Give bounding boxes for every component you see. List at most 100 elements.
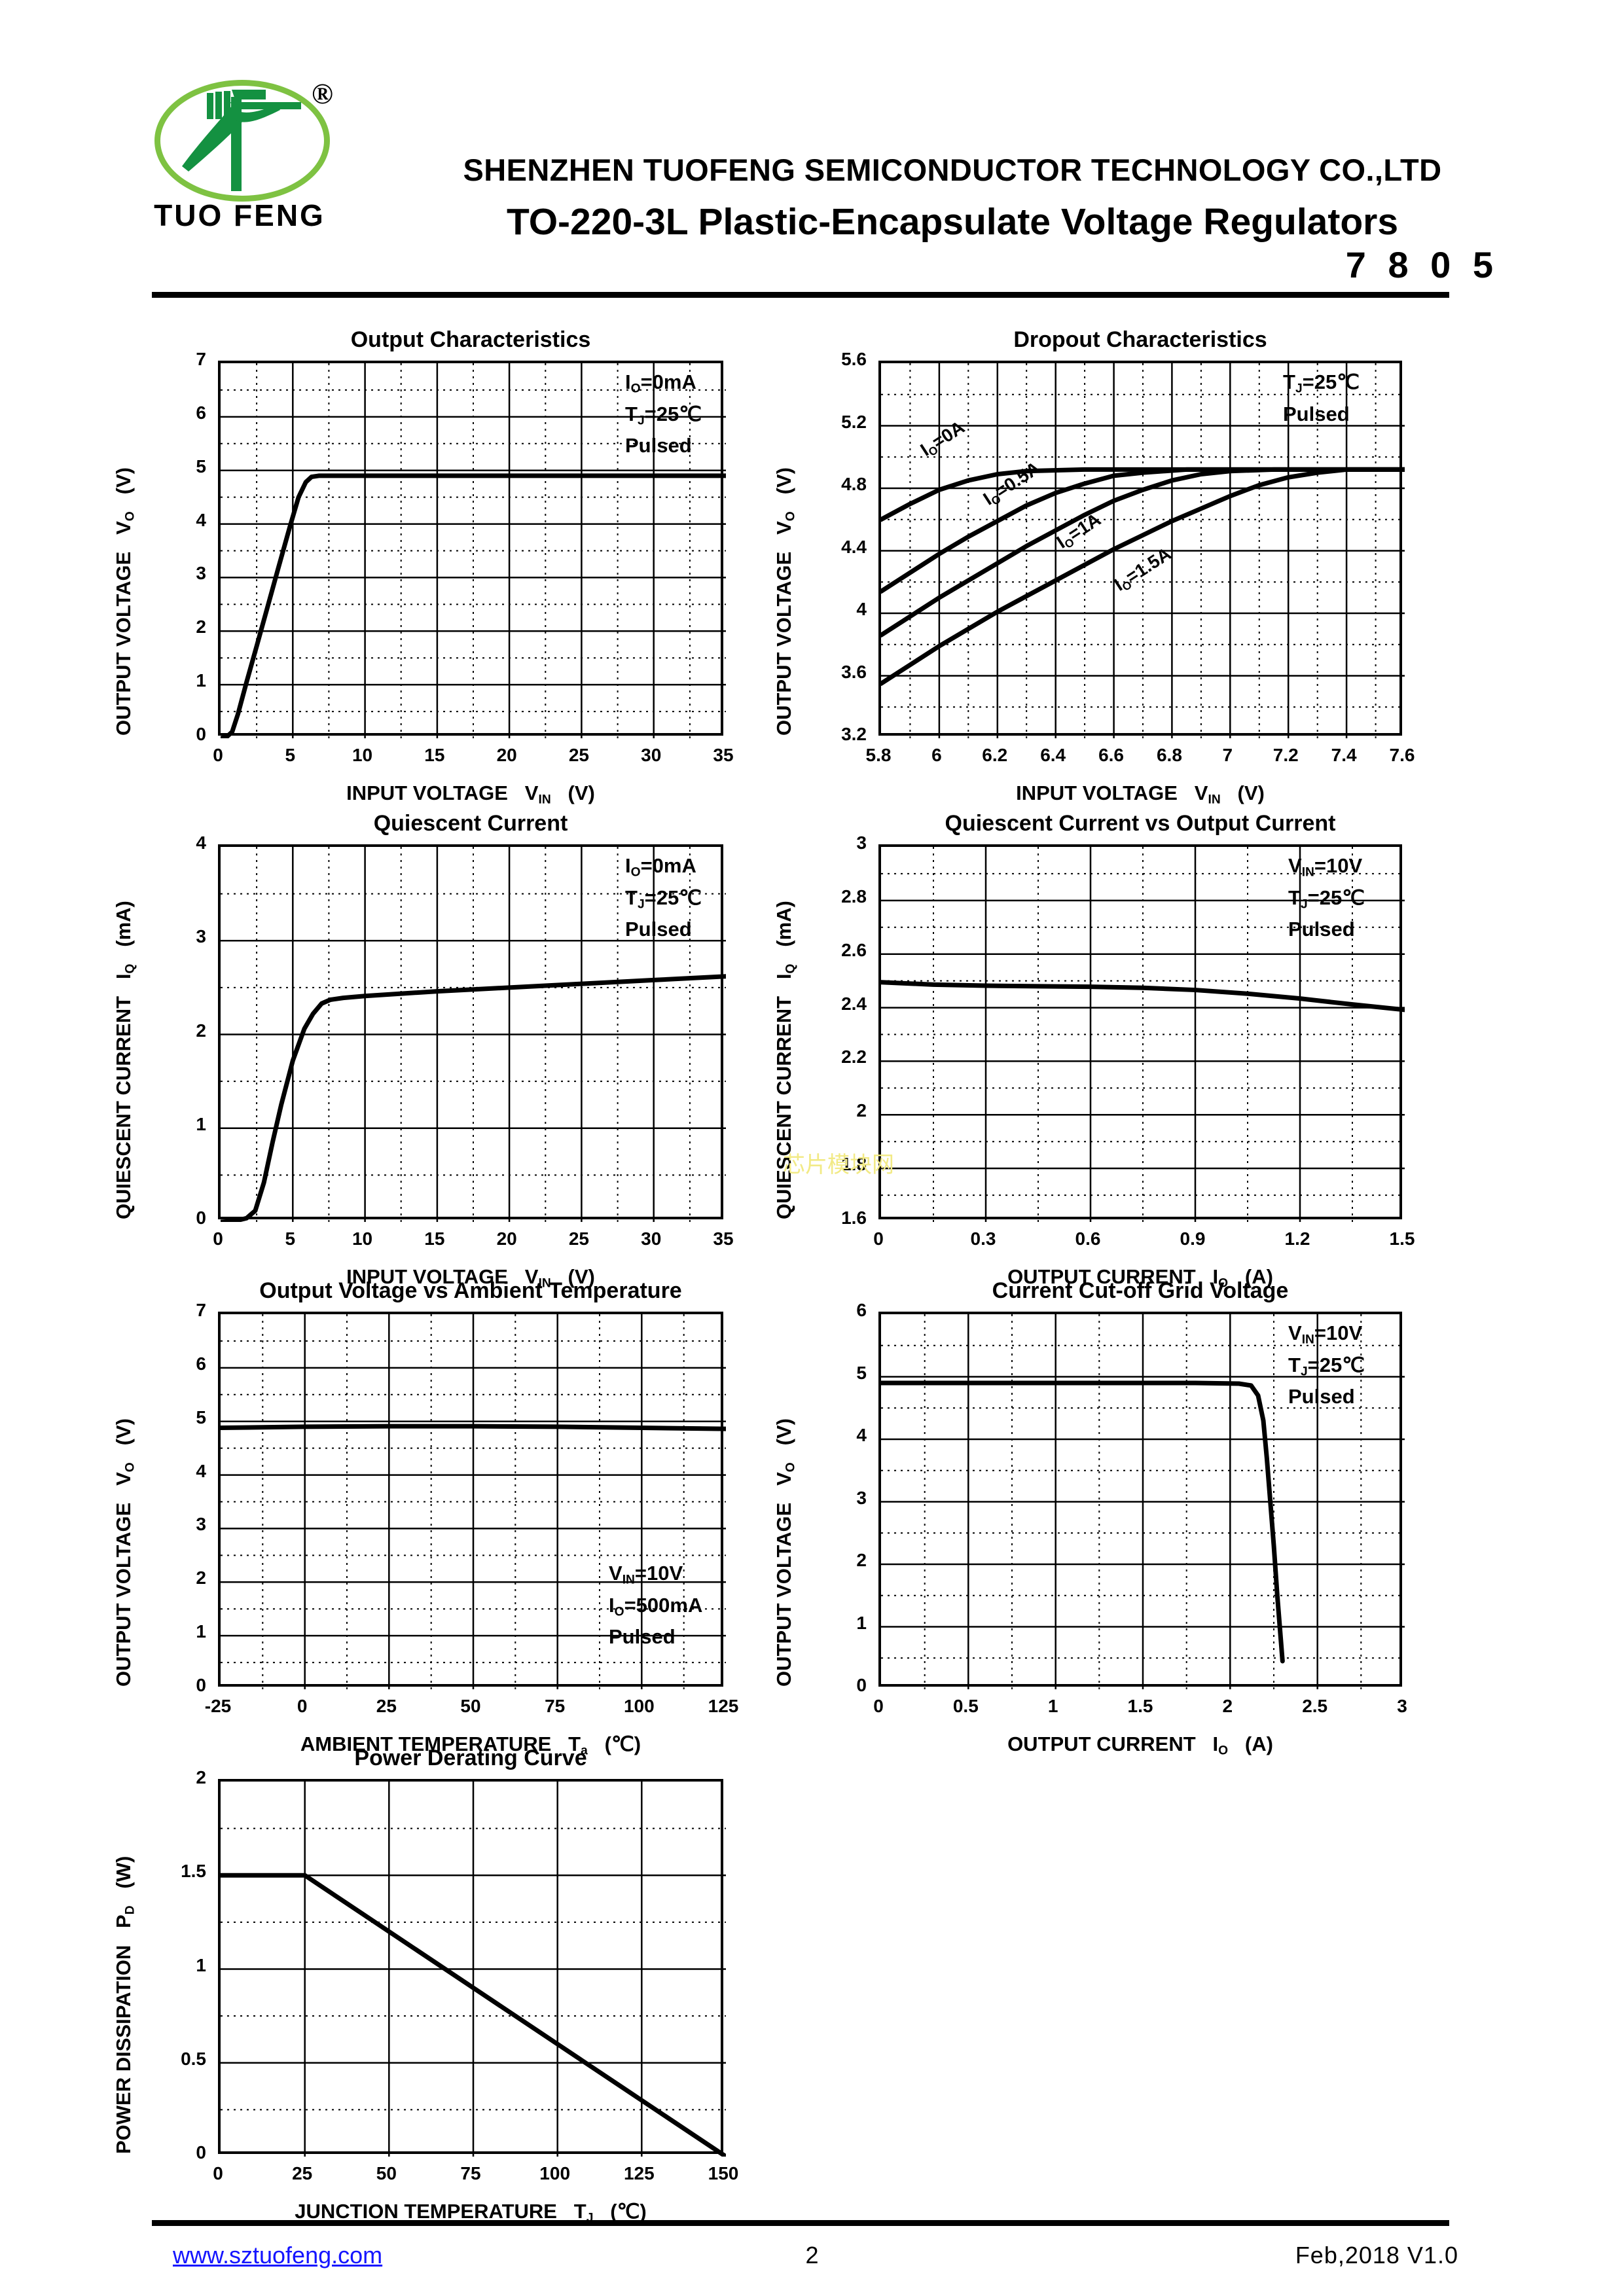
x-axis-tick: 0 [213, 1229, 223, 1249]
x-axis-tick: 0 [213, 745, 223, 765]
watermark-text: 芯片模块网 [783, 1153, 894, 1177]
x-axis-tick: 1.2 [1284, 1229, 1310, 1249]
annotation-line: VIN=10V [1288, 1321, 1363, 1347]
annotation-line: IO=0mA [625, 370, 696, 396]
x-axis-tick: 5 [285, 745, 296, 765]
y-axis-tick: 3 [196, 926, 206, 947]
y-axis-tick: 2 [196, 617, 206, 637]
plot-area [218, 361, 726, 738]
y-axis-tick: 1 [856, 1612, 867, 1633]
x-axis-tick: 35 [713, 1229, 734, 1249]
annotation-line: IO=0mA [625, 854, 696, 880]
y-axis-tick: 4 [196, 1460, 206, 1481]
logo-mark-icon [182, 90, 301, 191]
annotation-line: TJ=25℃ [1288, 1353, 1365, 1378]
x-axis-tick: 35 [713, 745, 734, 765]
y-axis-tick: 3 [196, 563, 206, 584]
x-axis-label: INPUT VOLTAGE VIN (V) [346, 1265, 595, 1291]
x-axis-tick: 25 [292, 2163, 313, 2183]
plot-area [218, 1779, 726, 2157]
header-divider [152, 292, 1449, 298]
x-axis-tick: 125 [708, 1696, 739, 1716]
chart-title: Quiescent Current [373, 811, 568, 836]
x-axis-tick: 20 [496, 1229, 517, 1249]
y-axis-tick: 2 [856, 1550, 867, 1570]
plot-area [218, 1312, 726, 1689]
y-axis-label: QUIESCENT CURRENT IQ (mA) [112, 901, 137, 1219]
y-axis-tick: 3.2 [841, 724, 867, 744]
y-axis-tick: 5.2 [841, 411, 867, 432]
y-axis-label: OUTPUT VOLTAGE VO (V) [112, 1418, 137, 1687]
footer-divider [152, 2220, 1449, 2226]
chart-title: Current Cut-off Grid Voltage [992, 1278, 1289, 1303]
company-name: SHENZHEN TUOFENG SEMICONDUCTOR TECHNOLOG… [463, 152, 1442, 187]
y-axis-tick: 7 [196, 349, 206, 369]
y-axis-tick: 6 [196, 1353, 206, 1374]
x-axis-tick: 7 [1222, 745, 1233, 765]
y-axis-tick: 2.2 [841, 1047, 867, 1067]
y-axis-tick: 0 [196, 724, 206, 744]
x-axis-tick: 7.2 [1272, 745, 1299, 765]
x-axis-tick: 125 [623, 2163, 655, 2183]
chart-title: Dropout Characteristics [1013, 327, 1267, 352]
x-axis-tick: 0 [213, 2163, 223, 2183]
y-axis-tick: 1.6 [841, 1208, 867, 1228]
y-axis-tick: 1 [196, 1113, 206, 1134]
y-axis-tick: 5 [196, 1407, 206, 1427]
y-axis-label: OUTPUT VOLTAGE VO (V) [772, 1418, 798, 1687]
x-axis-label: AMBIENT TEMPERATURE Ta (℃) [300, 1732, 641, 1758]
x-axis-tick: 1.5 [1127, 1696, 1153, 1716]
plot-area [878, 1312, 1405, 1689]
y-axis-tick: 7 [196, 1300, 206, 1320]
y-axis-tick: 4 [856, 1425, 867, 1445]
x-axis-tick: 15 [424, 745, 445, 765]
chart-annotations: TJ=25℃ Pulsed [1283, 367, 1360, 429]
x-axis-tick: -25 [204, 1696, 232, 1716]
x-axis-tick: 150 [708, 2163, 739, 2183]
y-axis-tick: 5 [856, 1362, 867, 1383]
y-axis-tick: 3 [856, 1487, 867, 1508]
y-axis-tick: 6 [856, 1300, 867, 1320]
annotation-line: TJ=25℃ [1288, 886, 1365, 911]
y-axis-tick: 3.6 [841, 661, 867, 682]
x-axis-label: JUNCTION TEMPERATURE TJ (℃) [295, 2200, 647, 2225]
annotation-line: TJ=25℃ [625, 886, 702, 911]
chart-title: Power Derating Curve [354, 1746, 587, 1770]
footer-website-link[interactable]: www.sztuofeng.com [173, 2242, 383, 2269]
chart-annotations: VIN=10V IO=500mA Pulsed [609, 1558, 702, 1652]
y-axis-tick: 3 [856, 833, 867, 853]
x-axis-tick: 75 [545, 1696, 566, 1716]
y-axis-tick: 2.4 [841, 993, 867, 1014]
x-axis-tick: 30 [641, 745, 662, 765]
y-axis-tick: 0 [196, 2142, 206, 2162]
chart-annotations: IO=0mA TJ=25℃ Pulsed [625, 367, 702, 461]
annotation-line: Pulsed [625, 434, 692, 457]
x-axis-tick: 0 [873, 1696, 884, 1716]
chart-title: Output Characteristics [350, 327, 591, 352]
x-axis-tick: 6.2 [982, 745, 1008, 765]
x-axis-tick: 0.9 [1180, 1229, 1206, 1249]
y-axis-tick: 5.6 [841, 349, 867, 369]
y-axis-tick: 1.5 [181, 1861, 206, 1882]
chart-annotations: IO=0mA TJ=25℃ Pulsed [625, 850, 702, 944]
y-axis-tick: 0 [196, 1675, 206, 1695]
y-axis-tick: 2 [196, 1020, 206, 1041]
y-axis-tick: 3 [196, 1514, 206, 1535]
annotation-line: VIN=10V [1288, 854, 1363, 880]
y-axis-tick: 2 [856, 1100, 867, 1121]
x-axis-tick: 3 [1397, 1696, 1407, 1716]
x-axis-tick: 7.6 [1389, 745, 1415, 765]
plot-area [878, 844, 1405, 1222]
y-axis-tick: 4 [856, 599, 867, 619]
y-axis-tick: 0.5 [181, 2048, 206, 2069]
x-axis-tick: 15 [424, 1229, 445, 1249]
y-axis-tick: 2.8 [841, 886, 867, 906]
x-axis-tick: 2.5 [1302, 1696, 1328, 1716]
y-axis-tick: 4.8 [841, 474, 867, 494]
annotation-line: TJ=25℃ [625, 402, 702, 427]
x-axis-tick: 0.6 [1075, 1229, 1101, 1249]
annotation-line: Pulsed [1288, 918, 1355, 941]
y-axis-tick: 2 [196, 1568, 206, 1588]
chart-annotations: VIN=10V TJ=25℃ Pulsed [1288, 1318, 1365, 1412]
y-axis-tick: 0 [196, 1208, 206, 1228]
